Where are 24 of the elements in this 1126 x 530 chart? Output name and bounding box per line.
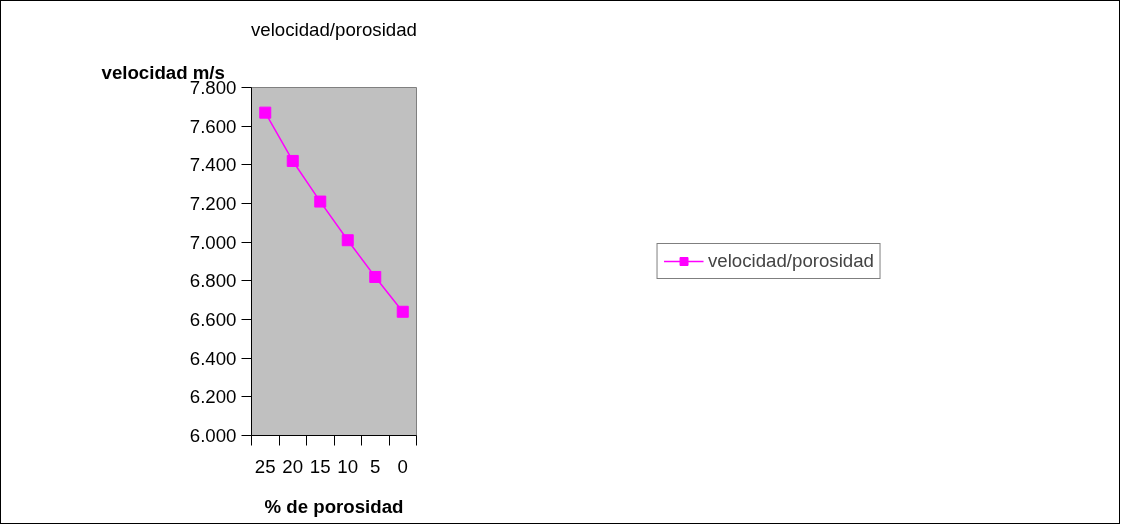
- x-tick-label: 0: [397, 455, 408, 477]
- y-tick-label: 7.200: [189, 193, 237, 214]
- y-tick-label: 7.400: [189, 154, 237, 176]
- point: [286, 154, 299, 167]
- x-tick-label: 15: [309, 455, 331, 477]
- x-tick-label: 25: [254, 455, 276, 477]
- x-axis-title: % de porosidad: [264, 495, 404, 517]
- y-tick-label: 7.000: [189, 231, 237, 253]
- chart-title: velocidad/porosidad: [251, 18, 417, 40]
- y-tick-label: 6.000: [189, 425, 237, 446]
- y-tick-label: 6.400: [189, 347, 237, 369]
- y-tick-label: 6.600: [189, 309, 237, 330]
- point: [369, 270, 382, 283]
- x-tick-label: 10: [337, 455, 359, 477]
- point: [259, 106, 272, 119]
- point: [341, 234, 354, 247]
- point: [314, 195, 327, 208]
- y-tick-label: 6.800: [189, 270, 237, 292]
- x-tick-label: 20: [282, 455, 304, 477]
- point: [396, 305, 409, 318]
- legend-label: velocidad/porosidad: [708, 250, 874, 272]
- x-tick-label: 5: [370, 455, 381, 477]
- y-tick-label: 7.600: [189, 115, 237, 137]
- y-tick-label: 6.200: [189, 386, 237, 408]
